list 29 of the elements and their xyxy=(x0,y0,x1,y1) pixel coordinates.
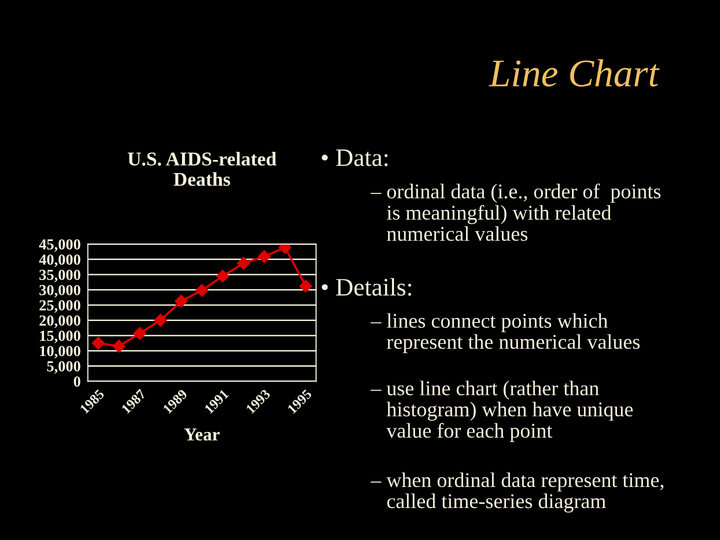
y-tick-label: 30,000 xyxy=(39,284,80,298)
y-tick-label: 5,000 xyxy=(47,361,80,374)
point xyxy=(174,294,188,308)
y-tick-label: 15,000 xyxy=(40,330,80,344)
x-axis-title: Year xyxy=(184,428,220,441)
text: Line Chart xyxy=(488,59,660,87)
text: – use line chart (rather than histogram) when have unique value for each point xyxy=(370,380,633,442)
point xyxy=(299,280,312,293)
point xyxy=(237,256,250,270)
text: • Data: xyxy=(322,149,388,166)
y-tick-label: 20,000 xyxy=(40,315,80,328)
point xyxy=(216,270,230,282)
y-tick-label: 25,000 xyxy=(40,300,80,313)
y-tick-label: 40,000 xyxy=(39,254,80,267)
y-tick-label: 45,000 xyxy=(39,239,80,252)
text: – lines connect points which represent the numerical values xyxy=(370,313,640,354)
y-tick-label: 0 xyxy=(74,376,80,387)
y-tick-label: 35,000 xyxy=(39,270,80,282)
text: – ordinal data (i.e., order of points is meaningful) with related numerical values xyxy=(370,184,660,241)
point xyxy=(112,340,126,353)
point xyxy=(258,250,271,263)
point xyxy=(154,314,167,327)
chart-title: U.S. AIDS-related Deaths xyxy=(128,152,276,186)
text: – when ordinal data represent time, called time-series diagram xyxy=(370,472,664,513)
text: • Details: xyxy=(322,278,412,296)
point xyxy=(133,326,146,340)
point xyxy=(196,284,208,297)
point xyxy=(92,336,105,350)
y-tick-label: 10,000 xyxy=(40,346,80,358)
